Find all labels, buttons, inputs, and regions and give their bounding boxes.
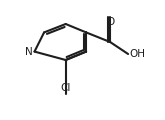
Text: OH: OH [130, 49, 146, 59]
Text: O: O [106, 17, 114, 27]
Text: Cl: Cl [61, 83, 71, 93]
Text: N: N [25, 47, 33, 57]
